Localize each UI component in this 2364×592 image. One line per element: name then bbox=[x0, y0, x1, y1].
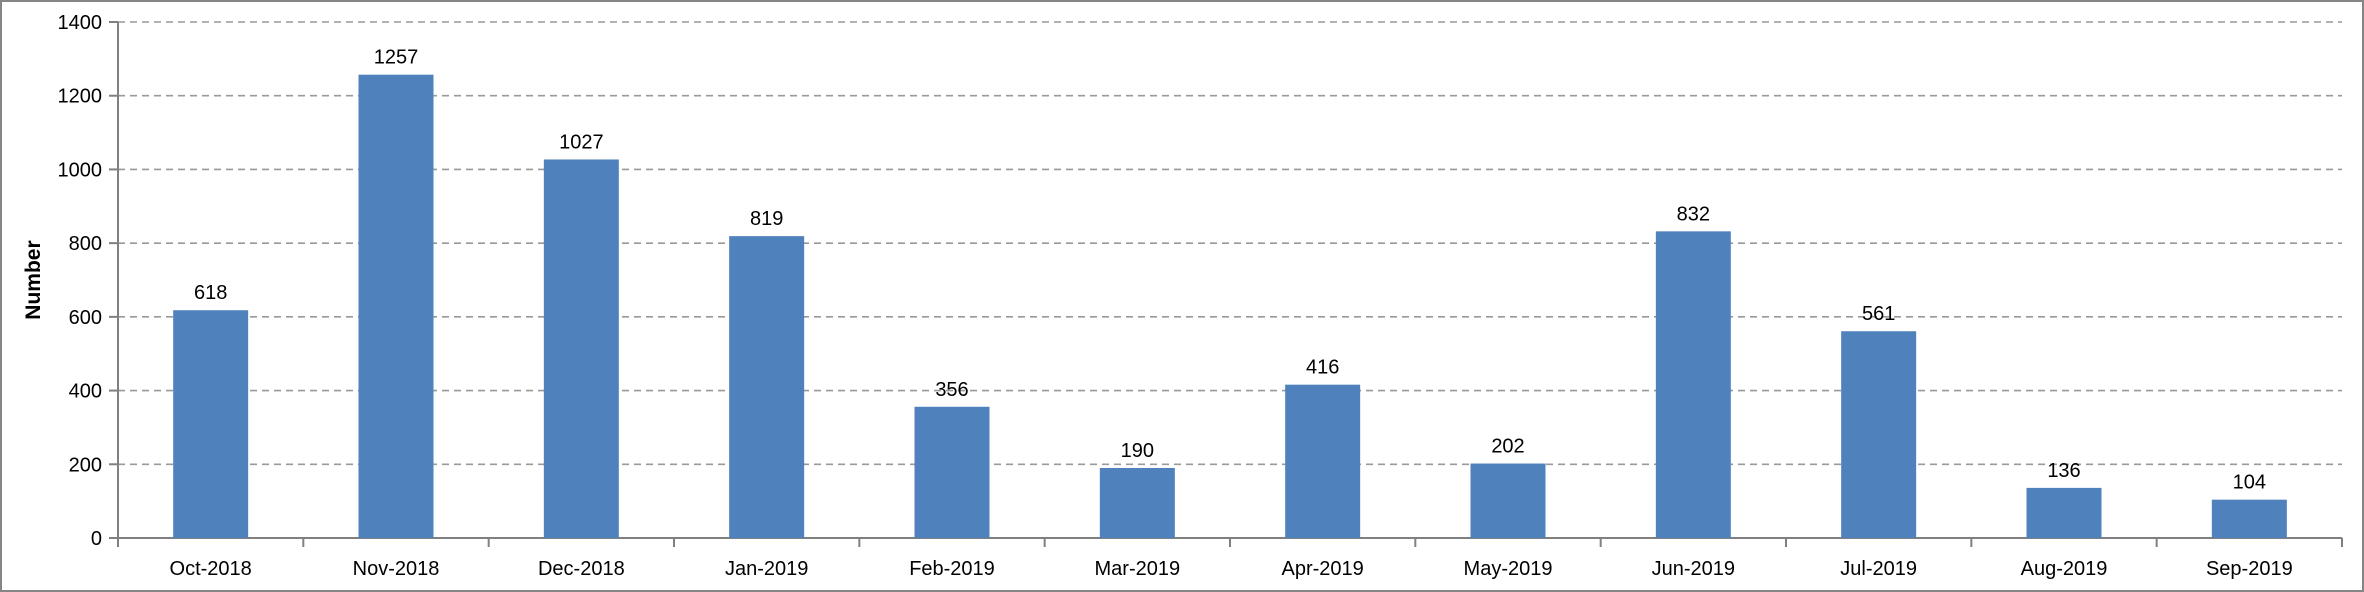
x-category-label: Jun-2019 bbox=[1652, 558, 1735, 580]
y-axis-title: Number bbox=[22, 240, 45, 319]
x-category-label: Oct-2018 bbox=[170, 558, 252, 580]
bar-value-label: 416 bbox=[1306, 357, 1339, 379]
x-category-label: Sep-2019 bbox=[2206, 558, 2293, 580]
x-category-label: May-2019 bbox=[1464, 558, 1553, 580]
y-tick-label: 200 bbox=[69, 454, 102, 476]
bar bbox=[1099, 467, 1175, 538]
bar bbox=[2211, 499, 2287, 538]
y-tick-label: 0 bbox=[91, 528, 102, 550]
bar-value-label: 1257 bbox=[374, 47, 419, 69]
bar bbox=[729, 236, 805, 538]
y-tick-label: 600 bbox=[69, 307, 102, 329]
bar bbox=[1470, 463, 1546, 538]
x-category-label: Apr-2019 bbox=[1282, 558, 1364, 580]
x-category-label: Jan-2019 bbox=[725, 558, 808, 580]
x-category-label: Aug-2019 bbox=[2021, 558, 2108, 580]
y-tick-label: 400 bbox=[69, 381, 102, 403]
y-tick-label: 1400 bbox=[58, 12, 103, 34]
bar bbox=[1655, 231, 1731, 538]
bar-value-label: 202 bbox=[1491, 436, 1524, 458]
x-category-label: Mar-2019 bbox=[1095, 558, 1181, 580]
bar bbox=[914, 406, 990, 538]
bar bbox=[2026, 487, 2102, 538]
bar-value-label: 618 bbox=[194, 282, 227, 304]
y-tick-label: 1200 bbox=[58, 86, 103, 108]
x-category-label: Dec-2018 bbox=[538, 558, 625, 580]
bar bbox=[358, 74, 434, 538]
bar-value-label: 819 bbox=[750, 208, 783, 230]
x-category-label: Feb-2019 bbox=[909, 558, 995, 580]
bar-value-label: 1027 bbox=[559, 131, 604, 153]
bar-value-label: 190 bbox=[1121, 440, 1154, 462]
x-category-label: Jul-2019 bbox=[1840, 558, 1917, 580]
bar bbox=[173, 310, 249, 538]
bar bbox=[1841, 331, 1917, 538]
bar-value-label: 104 bbox=[2233, 472, 2266, 494]
y-tick-label: 800 bbox=[69, 233, 102, 255]
bar bbox=[1285, 384, 1361, 538]
bar-value-label: 136 bbox=[2047, 460, 2080, 482]
bar-value-label: 561 bbox=[1862, 303, 1895, 325]
bar-value-label: 832 bbox=[1677, 203, 1710, 225]
bar bbox=[543, 159, 619, 538]
bar-value-label: 356 bbox=[935, 379, 968, 401]
y-tick-label: 1000 bbox=[58, 159, 103, 181]
x-category-label: Nov-2018 bbox=[353, 558, 440, 580]
